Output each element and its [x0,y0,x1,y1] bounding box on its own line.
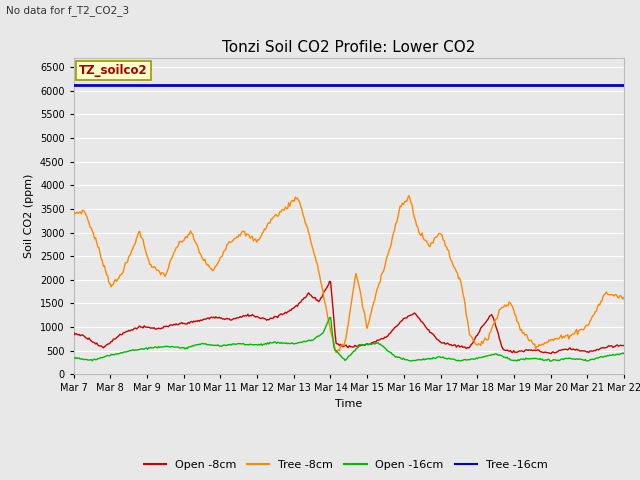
Legend: Open -8cm, Tree -8cm, Open -16cm, Tree -16cm: Open -8cm, Tree -8cm, Open -16cm, Tree -… [139,456,552,474]
Y-axis label: Soil CO2 (ppm): Soil CO2 (ppm) [24,174,35,258]
X-axis label: Time: Time [335,399,362,409]
Text: TZ_soilco2: TZ_soilco2 [79,64,148,77]
Title: Tonzi Soil CO2 Profile: Lower CO2: Tonzi Soil CO2 Profile: Lower CO2 [222,40,476,55]
Text: No data for f_T2_CO2_3: No data for f_T2_CO2_3 [6,5,129,16]
